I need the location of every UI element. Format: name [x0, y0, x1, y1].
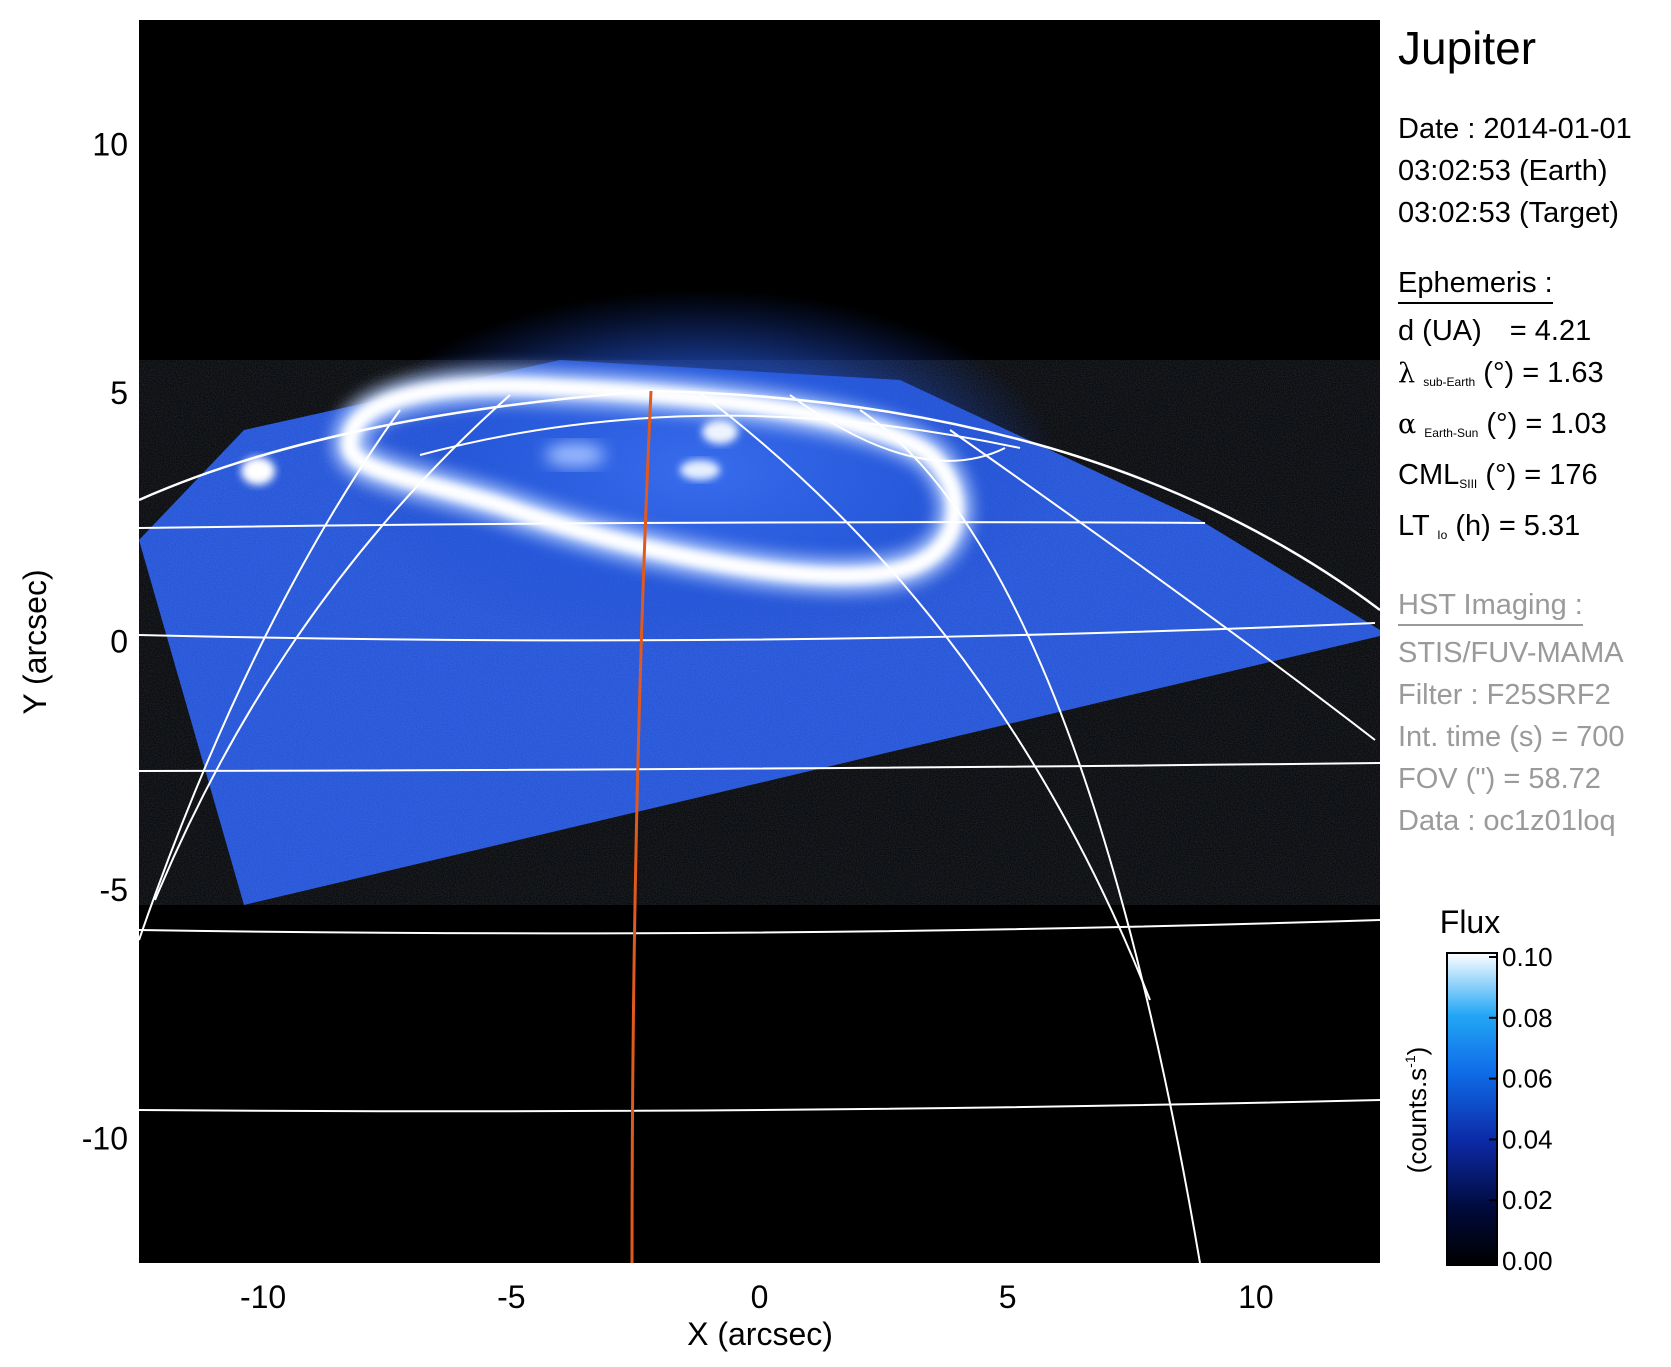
y-tick-label: -10 [82, 1121, 128, 1157]
polar-spot [545, 443, 605, 467]
x-tick-label: 0 [751, 1279, 769, 1315]
field-of-view: FOV (") = 58.72 [1398, 763, 1601, 795]
colorbar-unit-label: (counts.s-1) [1402, 1047, 1432, 1174]
alpha-subscript: Earth-Sun [1424, 426, 1479, 440]
x-axis: -10 -5 0 5 10 [240, 1279, 1274, 1315]
distance-label: d (UA) [1398, 315, 1482, 347]
cml-symbol: CML [1398, 459, 1460, 491]
y-axis: 10 5 0 -5 -10 [82, 126, 128, 1156]
colorbar-tick-label: 0.08 [1502, 1003, 1553, 1033]
io-footprint-spot [241, 457, 275, 485]
ephemeris-header: Ephemeris : [1398, 264, 1553, 304]
phase-angle-row: α Earth-Sun (°) = 1.03 [1398, 403, 1670, 454]
target-title: Jupiter [1398, 22, 1537, 74]
lt-symbol: LT [1398, 510, 1430, 542]
meridian-grid [139, 392, 1376, 1263]
y-tick-label: 0 [110, 624, 128, 660]
x-tick-label: 10 [1238, 1279, 1274, 1315]
observation-info-panel: Jupiter Date : 2014-01-01 03:02:53 (Eart… [1398, 22, 1670, 842]
lambda-symbol: λ [1398, 358, 1416, 389]
x-axis-label: X (arcsec) [687, 1316, 833, 1352]
lt-value: (h) = 5.31 [1455, 510, 1581, 542]
alpha-symbol: α [1398, 409, 1417, 440]
y-tick-label: 5 [110, 375, 128, 411]
colorbar-tick-label: 0.04 [1502, 1124, 1553, 1154]
colorbar-ticks: 0.10 0.08 0.06 0.04 0.02 0.00 [1489, 942, 1553, 1276]
colorbar-tick-label: 0.00 [1502, 1246, 1553, 1276]
distance-value: = 4.21 [1509, 315, 1592, 347]
y-axis-label: Y (arcsec) [17, 569, 53, 714]
cml-row: CMLSIII (°) = 176 [1398, 454, 1670, 505]
target-time: 03:02:53 (Target) [1398, 197, 1619, 229]
x-tick-label: 5 [999, 1279, 1017, 1315]
filter: Filter : F25SRF2 [1398, 679, 1611, 711]
y-tick-label: 10 [92, 126, 128, 162]
dataset-id: Data : oc1z01loq [1398, 805, 1616, 837]
cml-value: (°) = 176 [1485, 459, 1598, 491]
lambda-subscript: sub-Earth [1423, 375, 1476, 389]
instrument: STIS/FUV-MAMA [1398, 637, 1624, 669]
colorbar-tick-label: 0.06 [1502, 1064, 1553, 1094]
lambda-value: (°) = 1.63 [1483, 357, 1604, 389]
colorbar [1446, 952, 1498, 1266]
distance-row: d (UA) = 4.21 [1398, 310, 1670, 352]
auroral-oval-core [341, 377, 964, 584]
alpha-value: (°) = 1.03 [1486, 408, 1607, 440]
colorbar-tick-label: 0.10 [1502, 942, 1553, 972]
lt-subscript: Io [1437, 528, 1448, 542]
x-tick-label: -10 [240, 1279, 286, 1315]
polar-spot [680, 460, 720, 480]
cml-subscript: SIII [1459, 477, 1478, 491]
observation-date: Date : 2014-01-01 [1398, 113, 1632, 145]
x-tick-label: -5 [497, 1279, 525, 1315]
hst-imaging-header: HST Imaging : [1398, 586, 1583, 626]
latitude-grid [139, 414, 1380, 1113]
earth-time: 03:02:53 (Earth) [1398, 155, 1608, 187]
colorbar-title: Flux [1440, 904, 1500, 940]
polar-spot [702, 420, 738, 444]
colorbar-tick-label: 0.02 [1502, 1185, 1553, 1215]
central-meridian-line [630, 390, 653, 1263]
io-local-time-row: LT Io (h) = 5.31 [1398, 505, 1670, 556]
planet-limb [139, 389, 1380, 612]
y-tick-label: -5 [100, 872, 128, 908]
integration-time: Int. time (s) = 700 [1398, 721, 1625, 753]
sub-earth-latitude-row: λ sub-Earth (°) = 1.63 [1398, 352, 1670, 403]
